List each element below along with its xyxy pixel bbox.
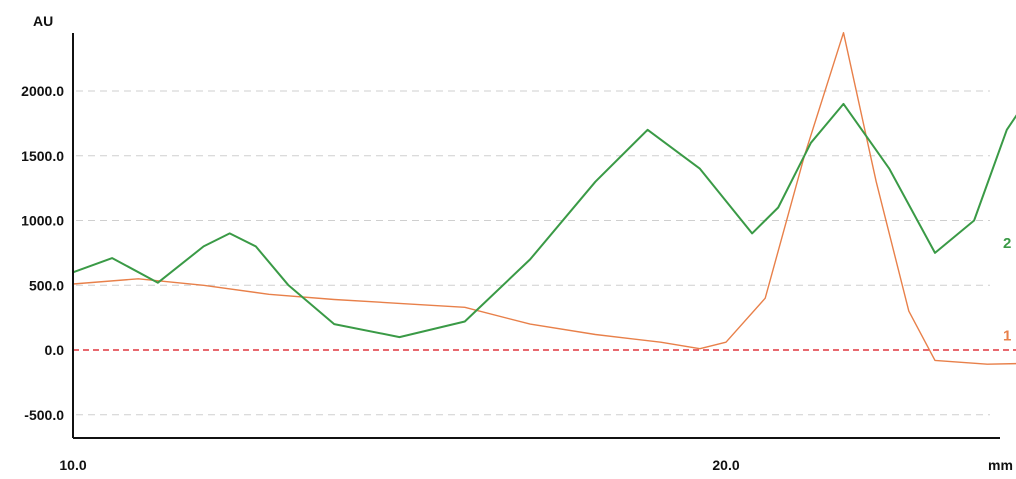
axes <box>72 33 1000 439</box>
series-line-1 <box>72 32 1016 365</box>
grid-lines <box>76 90 990 416</box>
y-tick-label: 500.0 <box>29 277 64 293</box>
y-tick-label: 1000.0 <box>21 213 64 229</box>
y-tick-label: -500.0 <box>24 407 64 423</box>
y-tick-label: 1500.0 <box>21 148 64 164</box>
y-tick-label: 2000.0 <box>21 83 64 99</box>
x-tick-label: 20.0 <box>712 457 739 473</box>
series-lines <box>72 32 1016 365</box>
y-axis-unit-label: AU <box>33 13 53 29</box>
y-tick-label: 0.0 <box>45 342 65 358</box>
series-line-2 <box>72 102 1016 339</box>
series-tag-2: 2 <box>1003 235 1011 252</box>
series-tag-1: 1 <box>1003 328 1011 345</box>
x-axis-unit-label: mm <box>988 457 1013 473</box>
tick-labels: -500.0 0.0 500.0 1000.0 1500.0 2000.0 10.0 20.0… <box>21 83 740 473</box>
series-tags: 12 <box>1003 235 1011 345</box>
x-tick-label: 10.0 <box>59 457 86 473</box>
